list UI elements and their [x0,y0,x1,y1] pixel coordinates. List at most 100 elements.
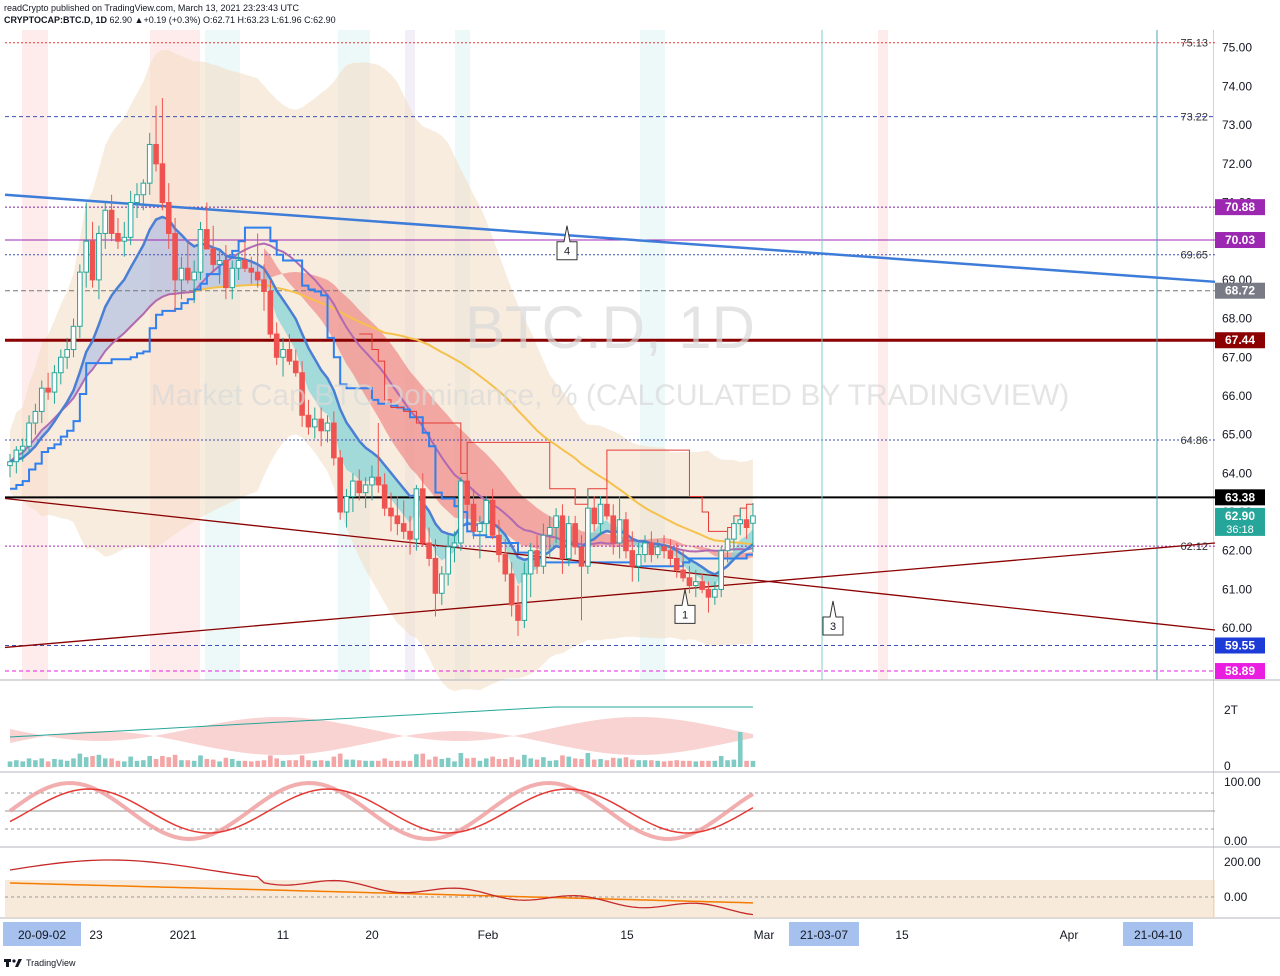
candle [610,504,617,555]
candle [699,573,705,594]
volume-bar [255,760,260,767]
candle [750,503,756,553]
volume-bar [52,759,57,767]
candle-body [197,229,204,273]
x-axis-tick: 23 [89,928,103,942]
volume-bar [147,756,152,767]
volume-bar [452,761,457,767]
candle [350,473,356,513]
x-axis-tick: 15 [895,928,909,942]
candle-body [610,515,617,544]
volume-bar [172,754,178,767]
volume-bar [58,759,64,767]
candle [261,264,267,311]
candle-body [267,290,274,335]
panel3-momentum [9,859,754,916]
volume-bar [503,759,508,767]
candle-body [521,573,528,621]
chart-header: readCrypto published on TradingView.com,… [4,2,336,26]
candle [356,469,363,501]
candle [343,488,350,528]
panel2-tick: 100.00 [1224,775,1261,789]
candle-body [426,542,432,559]
candle-body [597,503,604,525]
candle-body [337,457,343,513]
candle-body [204,229,210,250]
footer: TradingView [4,958,76,968]
candle [667,539,674,567]
candle [623,512,629,559]
volume-bar [7,761,13,767]
candle-body [185,267,191,281]
candle-body [375,476,382,486]
candle [324,415,331,443]
volume-bar [77,753,83,767]
candle [121,221,128,257]
candle [210,225,216,273]
candle-body [115,232,121,242]
watermark-symbol: BTC.D, 1D [465,294,755,361]
candle [508,562,515,617]
volume-bar [674,760,680,767]
candle [693,570,699,598]
candle [89,221,96,288]
candle [13,446,20,474]
candle-body [635,554,642,567]
panel2-tick: 0.00 [1224,834,1248,848]
volume-bar [699,760,705,767]
volume-bar [579,759,584,767]
panel1-tick: 0 [1224,759,1231,773]
candle [83,202,90,288]
candle [64,337,70,369]
candle-body [159,163,166,203]
candle-body [254,271,261,281]
candle [724,527,731,563]
ema-blue-line [9,215,754,576]
volume-bar [553,760,559,767]
candle-body [743,519,750,528]
price-axis-tick: 73.00 [1222,118,1252,132]
candle [96,225,102,300]
candle [451,531,458,563]
candle-body [172,232,178,281]
volume-bar [223,757,229,767]
volume-bar [14,760,19,767]
candle [458,477,464,551]
volume-bar [407,760,413,767]
candle [153,105,159,172]
candle [572,515,578,555]
candle-body [654,546,661,556]
volume-bar [376,760,381,767]
candle [400,500,407,540]
level-value-badge: 59.55 [1215,637,1265,654]
candle [286,334,293,365]
candle-body [19,445,26,451]
level-value-badge-text: 70.88 [1225,200,1255,214]
volume-bar [166,757,172,767]
candle [229,260,236,300]
volume-bar [718,756,724,767]
candle-body [642,542,648,556]
candle-body [527,550,534,575]
volume-bar [242,760,248,767]
candle-body [235,260,242,269]
volume-bar [445,757,451,767]
candle [248,256,255,284]
candle-body [331,422,337,459]
candle-body [439,573,445,594]
candle [38,380,45,424]
candle-body [705,588,712,598]
x-axis-tick: 2021 [170,928,197,942]
candle-body [153,143,159,165]
candle [216,248,223,284]
ma-yellow-line [104,283,754,546]
volume-bar [312,760,318,767]
candle [661,535,667,559]
volume-bar [249,761,254,767]
candle-body [261,279,267,292]
candle-body [70,325,77,351]
candle [331,411,337,466]
candle [115,217,121,249]
candle [146,132,153,195]
